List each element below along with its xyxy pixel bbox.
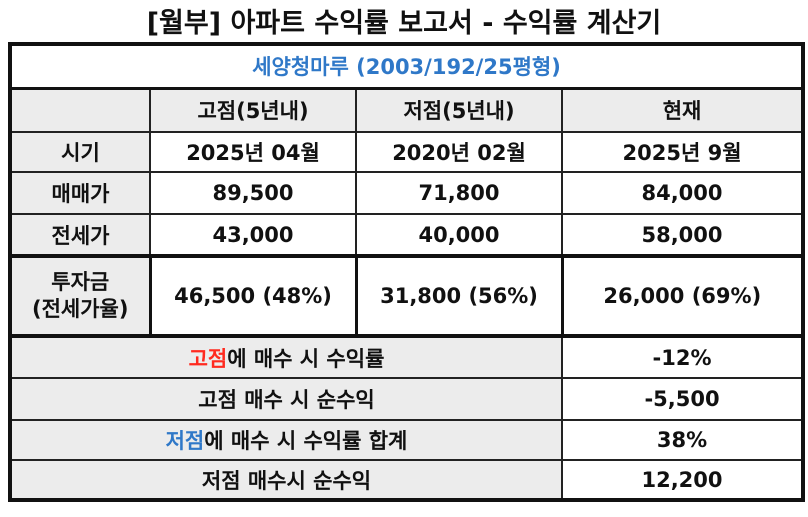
invest-low: 31,800 (56%) <box>355 254 564 337</box>
jeonse-high: 43,000 <box>149 213 357 257</box>
high-rate-accent: 고점 <box>188 346 228 371</box>
jeonse-label: 전세가 <box>8 213 151 257</box>
low-rate-value: 38% <box>560 419 806 461</box>
period-current: 2025년 9월 <box>560 131 806 173</box>
low-rate-row: 저점에 매수 시 수익률 합계 38% <box>8 419 806 461</box>
high-profit-row: 고점 매수 시 순수익 -5,500 <box>8 377 806 421</box>
period-low: 2020년 02월 <box>355 131 563 173</box>
sale-low: 71,800 <box>355 171 563 215</box>
header-low: 저점(5년내) <box>355 87 563 133</box>
period-row: 시기 2025년 04월 2020년 02월 2025년 9월 <box>8 131 806 173</box>
low-profit-value: 12,200 <box>560 459 806 502</box>
report-title: [월부] 아파트 수익률 보고서 - 수익률 계산기 <box>0 0 808 40</box>
jeonse-row: 전세가 43,000 40,000 58,000 <box>8 213 806 257</box>
high-rate-row: 고점에 매수 시 수익률 -12% <box>8 334 806 379</box>
sale-row: 매매가 89,500 71,800 84,000 <box>8 171 806 215</box>
high-profit-label: 고점 매수 시 순수익 <box>8 377 563 421</box>
sale-high: 89,500 <box>149 171 357 215</box>
header-high: 고점(5년내) <box>149 87 357 133</box>
high-rate-value: -12% <box>560 334 806 379</box>
subtitle-row: 세양청마루 (2003/192/25평형) <box>7 42 806 90</box>
header-corner <box>8 87 151 133</box>
low-profit-row: 저점 매수시 순수익 12,200 <box>8 459 806 502</box>
high-rate-rest: 에 매수 시 수익률 <box>227 346 385 371</box>
invest-label: 투자금 (전세가율) <box>8 254 151 337</box>
header-current: 현재 <box>560 87 806 133</box>
low-profit-label: 저점 매수시 순수익 <box>8 459 563 502</box>
invest-current: 26,000 (69%) <box>560 254 806 337</box>
high-profit-value: -5,500 <box>560 377 806 421</box>
invest-high: 46,500 (48%) <box>148 254 358 337</box>
sale-current: 84,000 <box>560 171 806 215</box>
jeonse-current: 58,000 <box>560 213 806 257</box>
header-row: 고점(5년내) 저점(5년내) 현재 <box>8 87 806 133</box>
period-label: 시기 <box>8 131 151 173</box>
sale-label: 매매가 <box>8 171 151 215</box>
property-name: 세양청마루 (2003/192/25평형) <box>252 55 561 80</box>
low-rate-accent: 저점 <box>165 429 205 453</box>
invest-label-line2: (전세가율) <box>32 297 129 321</box>
high-rate-label: 고점에 매수 시 수익률 <box>8 334 563 379</box>
report-table: 세양청마루 (2003/192/25평형) 고점(5년내) 저점(5년내) 현재… <box>7 42 806 502</box>
period-high: 2025년 04월 <box>149 131 357 173</box>
invest-row: 투자금 (전세가율) 46,500 (48%) 31,800 (56%) 26,… <box>8 254 806 337</box>
low-rate-label: 저점에 매수 시 수익률 합계 <box>8 419 563 461</box>
invest-label-line1: 투자금 <box>51 270 110 294</box>
low-rate-rest: 에 매수 시 수익률 합계 <box>204 429 408 453</box>
jeonse-low: 40,000 <box>355 213 563 257</box>
